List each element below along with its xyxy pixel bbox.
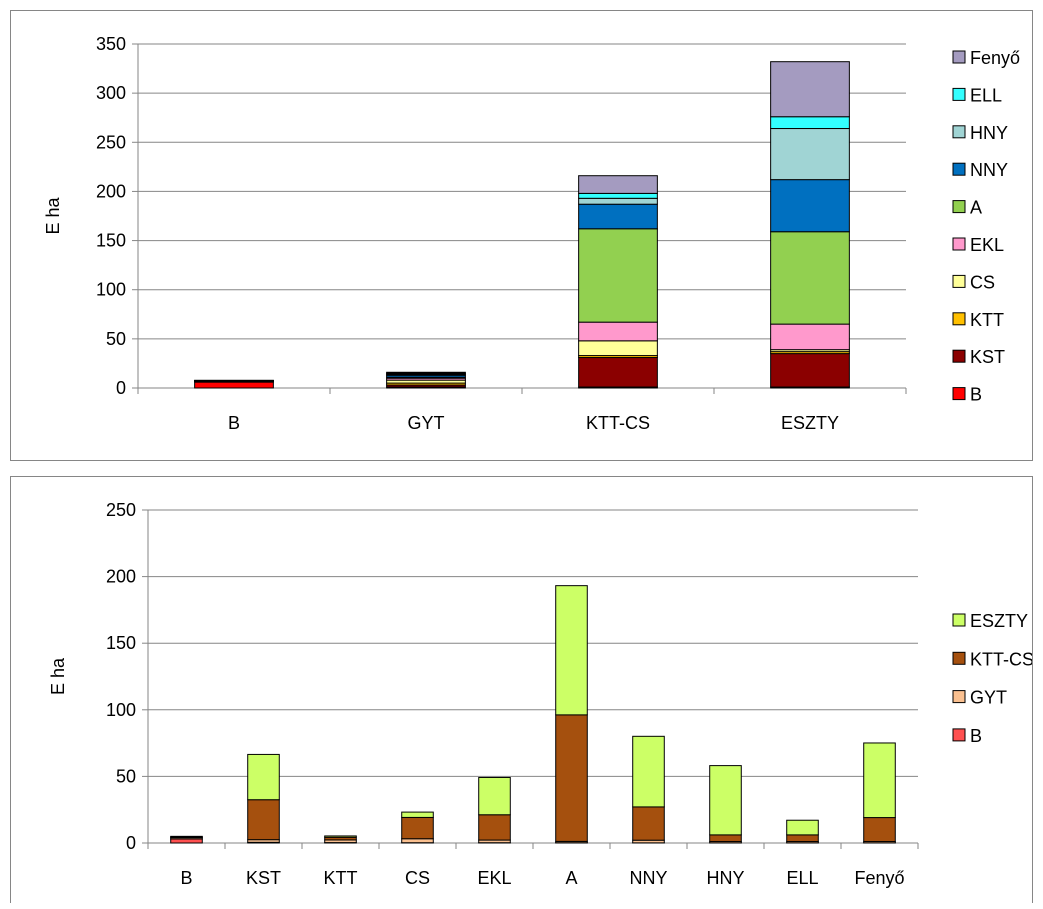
bar-segment-feny--eszty <box>771 62 850 117</box>
legend-label-ell: ELL <box>970 85 1002 105</box>
legend-swatch-ktt-cs <box>953 652 965 664</box>
x-tick-label-a: A <box>565 868 577 888</box>
x-tick-label-ktt: KTT <box>324 868 358 888</box>
legend-swatch-b <box>953 729 965 741</box>
bar-segment-eszty-feny- <box>864 743 896 818</box>
bar-segment-b-b <box>171 839 203 843</box>
stacked-bar-chart-by-species: 0 50 100 150 200 250 E ha B KST KTT CS EKL A NNY HNY EL… <box>11 477 1032 904</box>
bar-segment-ekl-eszty <box>771 324 850 350</box>
legend-label-feny-: Fenyő <box>970 48 1020 68</box>
bar-segment-ktt-cs-ell <box>787 835 819 842</box>
bar-segment-a-eszty <box>771 232 850 324</box>
y-tick-label: 100 <box>96 280 126 300</box>
x-tick-label-eszty: ESZTY <box>781 413 839 433</box>
bar-segment-nny-eszty <box>771 180 850 232</box>
legend-swatch-b <box>953 388 965 400</box>
bar-segment-ktt-cs-ekl <box>479 815 511 840</box>
y-tick-label: 250 <box>106 500 136 520</box>
bar-segment-eszty-cs <box>402 812 434 817</box>
legend-label-cs: CS <box>970 272 995 292</box>
stacked-bar-chart-by-zone: 0 50 100 150 200 250 300 350 E ha B GYT KTT-CS ESZTY… <box>11 11 1032 460</box>
legend-label-hny: HNY <box>970 123 1008 143</box>
x-tick-label-nny: NNY <box>629 868 667 888</box>
x-tick-label-b: B <box>180 868 192 888</box>
bar-segment-a-ktt-cs <box>579 229 658 322</box>
y-tick-label: 100 <box>106 700 136 720</box>
bar-segment-ktt-cs-feny- <box>864 818 896 842</box>
bar-segment-ktt-cs-cs <box>402 817 434 838</box>
x-tick-label-ell: ELL <box>786 868 818 888</box>
x-tick-label-ktt-cs: KTT-CS <box>586 413 650 433</box>
y-axis-label: E ha <box>48 657 68 695</box>
y-axis-label: E ha <box>43 196 63 234</box>
y-tick-label: 150 <box>96 231 126 251</box>
bar-segment-eszty-nny <box>633 736 665 807</box>
bar-segment-ell-ktt-cs <box>579 193 658 198</box>
y-tick-label: 350 <box>96 34 126 54</box>
x-tick-label-feny-: Fenyő <box>854 868 904 888</box>
bar-segment-feny--gyt <box>387 372 466 373</box>
legend-label-nny: NNY <box>970 160 1008 180</box>
legend-swatch-hny <box>953 126 965 138</box>
legend-swatch-ktt <box>953 313 965 325</box>
y-tick-label: 50 <box>106 329 126 349</box>
y-tick-label: 150 <box>106 633 136 653</box>
bar-segment-kst-ktt-cs <box>579 358 658 387</box>
bar-segment-eszty-ekl <box>479 777 511 814</box>
legend-swatch-feny- <box>953 51 965 63</box>
bar-segment-ktt-cs-nny <box>633 807 665 840</box>
legend-label-ekl: EKL <box>970 235 1004 255</box>
y-tick-label: 50 <box>116 766 136 786</box>
bar-segment-cs-ktt-cs <box>579 341 658 356</box>
bar-segment-ktt-cs-kst <box>248 800 280 840</box>
legend-swatch-ell <box>953 88 965 100</box>
bar-segment-eszty-hny <box>710 766 742 835</box>
bar-segment-eszty-a <box>556 586 588 715</box>
x-tick-label-b: B <box>228 413 240 433</box>
bar-segment-ktt-cs-a <box>556 715 588 842</box>
legend-label-ktt: KTT <box>970 310 1004 330</box>
legend-label-eszty: ESZTY <box>970 611 1028 631</box>
legend-label-ktt-cs: KTT-CS <box>970 649 1032 669</box>
legend-label-gyt: GYT <box>970 688 1007 708</box>
bar-segment-eszty-b <box>171 836 203 837</box>
legend-swatch-eszty <box>953 614 965 626</box>
bar-segment-ekl-ktt-cs <box>579 322 658 341</box>
x-tick-label-cs: CS <box>405 868 430 888</box>
y-tick-label: 250 <box>96 132 126 152</box>
x-tick-label-gyt: GYT <box>407 413 444 433</box>
chart-panel-top: 0 50 100 150 200 250 300 350 E ha B GYT KTT-CS ESZTY… <box>10 10 1033 461</box>
legend-swatch-kst <box>953 350 965 362</box>
y-tick-label: 0 <box>126 833 136 853</box>
bar-segment-eszty-kst <box>248 754 280 799</box>
bar-segment-ktt-cs-hny <box>710 835 742 842</box>
y-tick-label: 200 <box>106 567 136 587</box>
legend-label-kst: KST <box>970 347 1005 367</box>
legend-label-a: A <box>970 198 982 218</box>
legend-swatch-gyt <box>953 691 965 703</box>
bar-segment-kst-eszty <box>771 354 850 387</box>
y-tick-label: 0 <box>116 378 126 398</box>
bar-segment-hny-ktt-cs <box>579 198 658 204</box>
legend-swatch-nny <box>953 163 965 175</box>
x-tick-label-hny: HNY <box>706 868 744 888</box>
bar-segment-hny-eszty <box>771 129 850 180</box>
bar-segment-eszty-ktt <box>325 836 357 837</box>
legend-label-b: B <box>970 726 982 746</box>
bar-segment-ell-eszty <box>771 117 850 129</box>
bar-segment-gyt-cs <box>402 839 434 843</box>
x-tick-label-ekl: EKL <box>477 868 511 888</box>
y-tick-label: 300 <box>96 83 126 103</box>
x-tick-label-kst: KST <box>246 868 281 888</box>
bar-segment-nny-ktt-cs <box>579 204 658 229</box>
legend-label-b: B <box>970 385 982 405</box>
bar-segment-eszty-ell <box>787 820 819 835</box>
bar-segment-feny--ktt-cs <box>579 176 658 194</box>
bar-segment-b-b <box>195 382 274 388</box>
chart-panel-bottom: 0 50 100 150 200 250 E ha B KST KTT CS EKL A NNY HNY EL… <box>10 476 1033 903</box>
legend-swatch-cs <box>953 275 965 287</box>
y-tick-label: 200 <box>96 181 126 201</box>
legend-swatch-ekl <box>953 238 965 250</box>
legend-swatch-a <box>953 201 965 213</box>
